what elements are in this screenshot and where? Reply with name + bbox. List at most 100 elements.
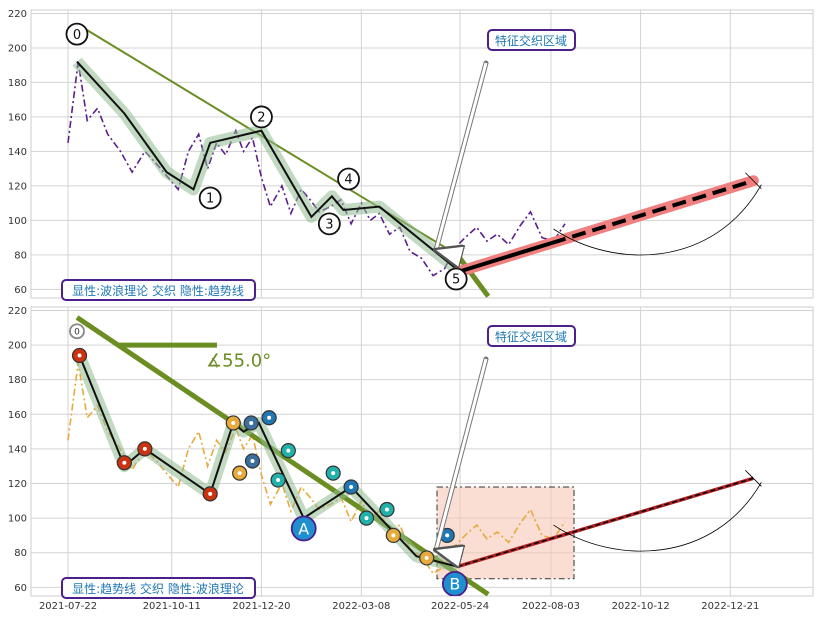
wave-label-0: 0 <box>65 22 89 46</box>
wave-node-dot <box>249 420 254 425</box>
wave-node-marker <box>116 455 132 471</box>
wave-label-3: 3 <box>317 212 341 236</box>
projection-curve <box>553 482 762 552</box>
wave-node-marker <box>137 441 153 457</box>
callout-text: 特征交织区域 <box>495 33 567 48</box>
wave-node-dot <box>391 533 396 538</box>
projection-tick <box>745 470 762 487</box>
wave-marker-circle <box>441 570 468 596</box>
x-tick-label: 2022-12-21 <box>701 601 759 612</box>
legend-box <box>61 279 256 301</box>
wave-label-5: 5 <box>444 267 468 291</box>
y-tick-label: 100 <box>8 514 27 525</box>
y-tick-label: 180 <box>8 78 27 89</box>
wave-label-0-small: 0 <box>69 323 85 340</box>
wave-label-4: 4 <box>337 167 360 191</box>
wave-node-marker <box>243 415 259 431</box>
callout-arrow <box>436 358 488 550</box>
wave-node-marker <box>270 472 286 488</box>
callout-top: 特征交织区域 <box>487 29 576 51</box>
y-tick-label: 60 <box>14 583 27 594</box>
wave-node-marker <box>358 510 375 526</box>
wave-node-dot <box>77 353 82 358</box>
wave-node-dot <box>237 471 242 476</box>
legend-text: 显性:波浪理论 交织 隐性:趋势线 <box>72 283 244 298</box>
wave-node-marker <box>419 550 435 566</box>
wave-label-A: A <box>290 515 317 542</box>
wave-marker-label: 1 <box>206 192 214 207</box>
wave-marker-label: 0 <box>74 327 80 337</box>
wave-node-dot <box>331 471 336 476</box>
forecast-line-dashed <box>551 178 754 245</box>
x-tick-label: 2022-08-03 <box>522 601 580 612</box>
callout-bottom: 特征交织区域 <box>487 325 576 347</box>
wave-node-dot <box>142 446 147 451</box>
y-tick-label: 140 <box>8 444 27 455</box>
wave-marker-label: 0 <box>73 28 81 43</box>
wave-label-2: 2 <box>250 105 273 129</box>
forecast-line-dashed <box>457 477 754 568</box>
x-tick-label: 2022-03-08 <box>332 601 390 612</box>
x-tick-label: 2021-10-11 <box>143 601 201 612</box>
wave-marker-circle <box>337 167 360 191</box>
wave-node-dot <box>208 491 213 496</box>
wave-node-marker <box>261 410 277 426</box>
y-tick-label: 120 <box>8 181 27 192</box>
wave-node-marker <box>280 443 296 459</box>
y-tick-label: 80 <box>14 548 27 559</box>
wave-marker-label: 3 <box>325 218 333 233</box>
wave-marker-label: 2 <box>257 111 265 126</box>
y-tick-label: 160 <box>8 112 27 123</box>
x-tick-label: 2022-10-12 <box>612 601 670 612</box>
y-tick-label: 100 <box>8 216 27 227</box>
wave-marker-circle <box>250 105 273 129</box>
panel-legend-bottom: 显性:趋势线 交织 隐性:波浪理论 <box>61 577 256 599</box>
callout-arrow <box>436 62 488 250</box>
wave-line <box>78 355 458 568</box>
callout-box <box>487 29 576 51</box>
wave-node-marker <box>202 486 218 502</box>
projection-tick <box>745 172 762 190</box>
wave-marker-circle <box>290 515 317 542</box>
wave-node-dot <box>250 459 255 464</box>
wave-node-marker <box>379 501 395 518</box>
wave-marker-circle <box>317 212 341 236</box>
x-tick-label: 2022-05-24 <box>431 601 489 612</box>
plot-frame <box>30 9 814 299</box>
x-tick-label: 2021-12-20 <box>232 601 290 612</box>
legend-text: 显性:趋势线 交织 隐性:波浪理论 <box>72 581 244 596</box>
y-tick-label: 80 <box>14 250 27 261</box>
y-tick-label: 60 <box>14 285 27 296</box>
wave-node-dot <box>364 516 369 521</box>
y-tick-label: 140 <box>8 147 27 158</box>
y-tick-label: 220 <box>8 306 27 317</box>
top-panel: 60 80 100 120 140 160 180 200 220 0 1 2 3 4 5 特征交织区域显性:… <box>8 9 814 301</box>
wave-node-dot <box>424 555 429 560</box>
price-series-line <box>67 362 566 575</box>
wave-node-marker <box>385 527 401 544</box>
wave-marker-label: B <box>449 575 460 594</box>
callout-box <box>487 325 576 347</box>
y-tick-label: 220 <box>8 9 27 20</box>
wave-node-dot <box>122 460 127 465</box>
wave-node-marker <box>225 415 241 431</box>
plot-area: 0 1 2 3 4 5 <box>65 22 762 298</box>
wave-label-B: B <box>441 570 468 596</box>
wave-line <box>76 61 457 270</box>
wave-marker-circle <box>65 22 89 46</box>
wave-node-marker <box>71 347 88 364</box>
x-tick-label: 2021-07-22 <box>39 601 97 612</box>
y-tick-label: 120 <box>8 479 27 490</box>
angle-label: ∡55.0° <box>206 351 271 372</box>
y-tick-label: 200 <box>8 43 27 54</box>
wave-node-marker <box>325 465 341 481</box>
wave-node-dot <box>445 533 450 538</box>
panel-legend-top: 显性:波浪理论 交织 隐性:趋势线 <box>61 279 256 301</box>
wave-marker-circle <box>69 323 85 340</box>
y-tick-label: 160 <box>8 410 27 421</box>
wave-marker-label: 4 <box>344 173 352 188</box>
wave-node-dot <box>267 415 272 420</box>
legend-box <box>61 577 256 599</box>
wave-marker-label: 5 <box>452 273 460 288</box>
